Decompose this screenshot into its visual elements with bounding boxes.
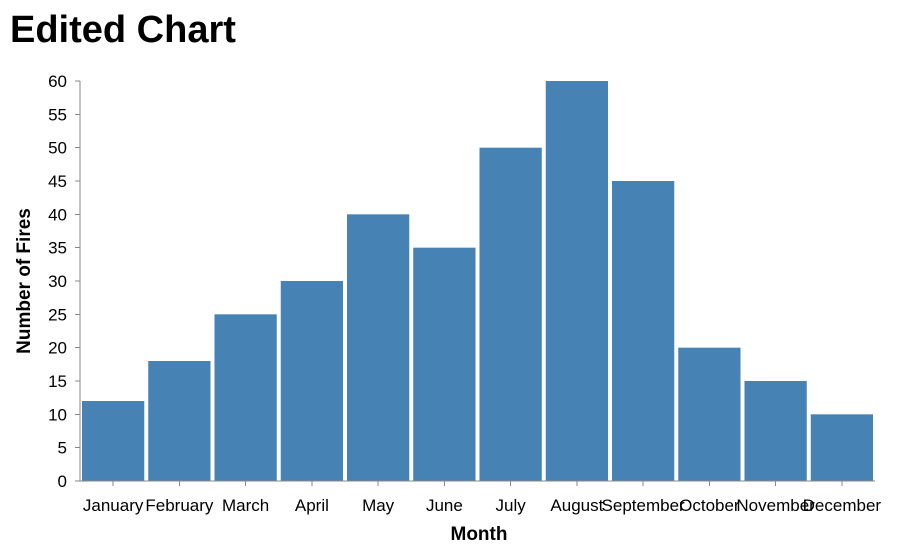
x-tick-label-june: June (426, 496, 463, 515)
y-tick-label-10: 10 (48, 405, 67, 424)
y-tick-label-15: 15 (48, 372, 67, 391)
y-tick-label-55: 55 (48, 105, 67, 124)
y-axis-title: Number of Fires (14, 208, 35, 354)
bar-july[interactable] (479, 147, 542, 482)
x-tick-label-march: March (222, 496, 269, 515)
y-tick-label-25: 25 (48, 305, 67, 324)
bar-august[interactable] (545, 81, 608, 481)
x-tick-label-february: February (145, 496, 214, 515)
y-tick-label-5: 5 (58, 439, 67, 458)
plot-area: 0 5 10 15 20 25 30 35 40 45 50 55 60 January February… (48, 72, 881, 515)
y-tick-label-45: 45 (48, 172, 67, 191)
x-tick-label-december: December (803, 496, 882, 515)
x-tick-label-july: July (496, 496, 527, 515)
bar-june[interactable] (413, 247, 476, 481)
bars-group (82, 81, 873, 482)
x-axis-title: Month (451, 524, 508, 545)
y-tick-label-50: 50 (48, 139, 67, 158)
bar-march[interactable] (214, 314, 277, 481)
x-tick-label-august: August (550, 496, 603, 515)
y-tick-label-20: 20 (48, 339, 67, 358)
y-tick-label-40: 40 (48, 205, 67, 224)
bar-november[interactable] (744, 381, 807, 481)
bar-september[interactable] (612, 181, 675, 481)
bar-january[interactable] (82, 401, 145, 481)
y-tick-label-0: 0 (58, 472, 67, 491)
bar-april[interactable] (280, 281, 343, 481)
bar-december[interactable] (810, 414, 873, 481)
x-tick-label-may: May (362, 496, 395, 515)
y-tick-label-30: 30 (48, 272, 67, 291)
x-tick-label-january: January (83, 496, 144, 515)
x-axis: January February March April May June July Augu… (80, 480, 882, 515)
y-tick-label-60: 60 (48, 72, 67, 91)
bar-october[interactable] (678, 347, 741, 481)
x-tick-label-october: October (679, 496, 740, 515)
x-tick-label-september: September (602, 496, 685, 515)
bar-february[interactable] (148, 361, 211, 481)
bar-may[interactable] (347, 214, 410, 481)
x-tick-label-april: April (295, 496, 329, 515)
x-tick-label-november: November (736, 496, 815, 515)
y-axis: 0 5 10 15 20 25 30 35 40 45 50 55 60 (48, 72, 81, 491)
y-tick-label-35: 35 (48, 239, 67, 258)
chart-title: Edited Chart (10, 9, 236, 51)
